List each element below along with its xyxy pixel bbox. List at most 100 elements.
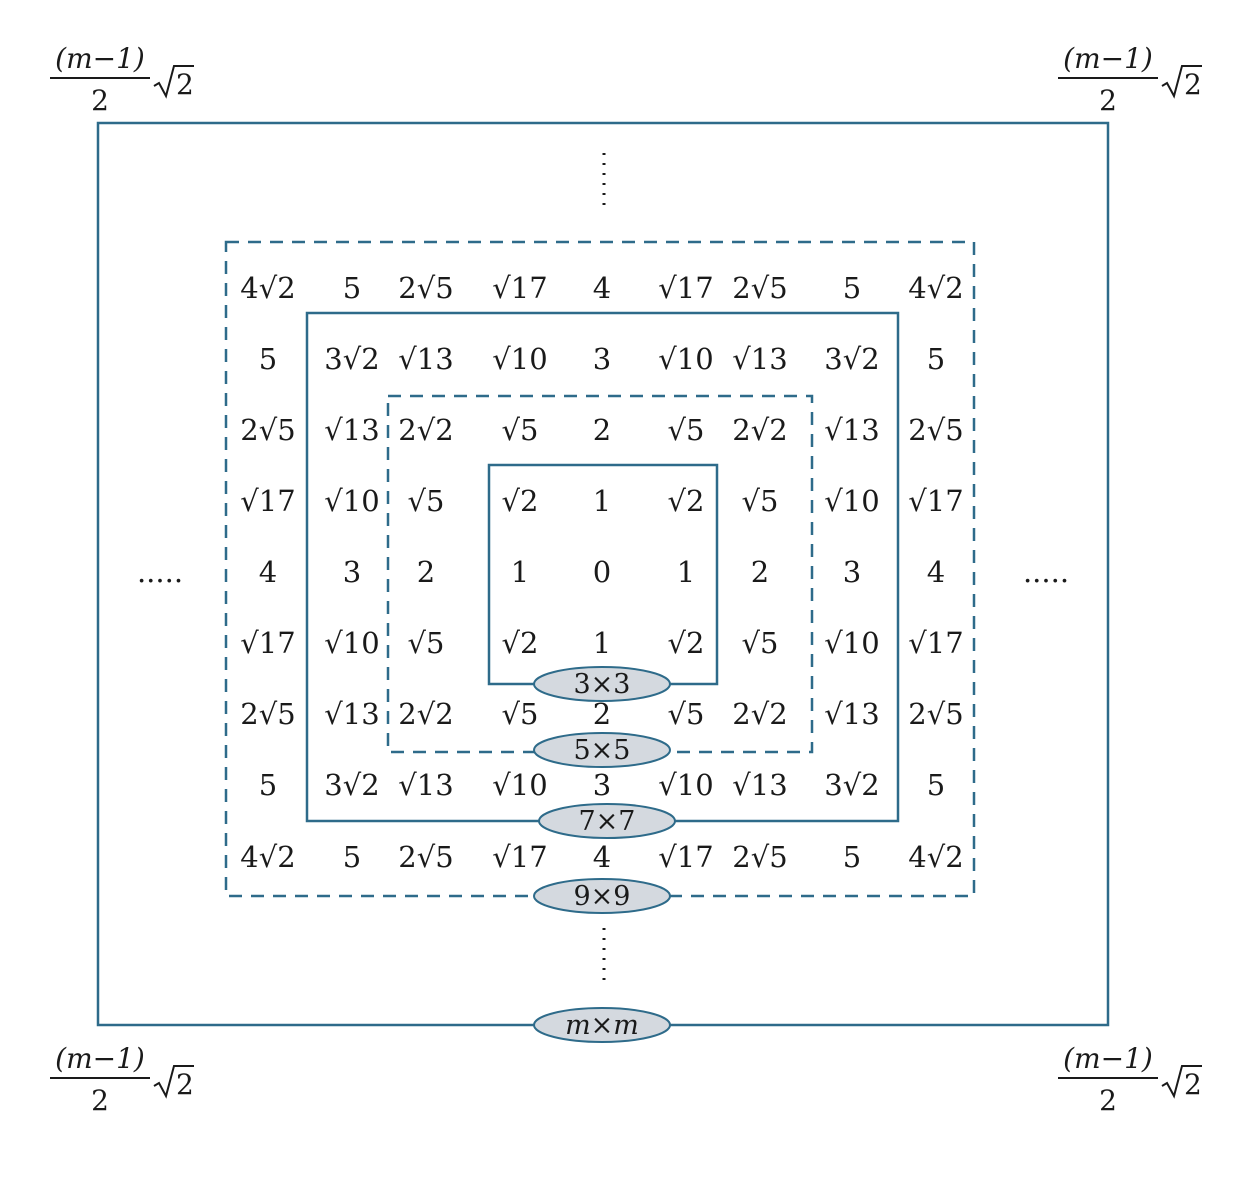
- layer-labels: 3×3 5×5 7×7 9×9 m×m: [533, 666, 676, 1043]
- grid-cell: √10: [824, 626, 879, 660]
- label-3x3: 3×3: [574, 669, 631, 700]
- grid-cell: √10: [824, 484, 879, 518]
- grid-cell: √17: [908, 484, 963, 518]
- grid-cell: 5: [927, 768, 945, 802]
- grid-cell: √5: [502, 413, 539, 447]
- label-5x5: 5×5: [574, 735, 631, 766]
- corner-denominator: 2: [1099, 1084, 1117, 1117]
- grid-cell: 2√5: [732, 840, 787, 874]
- grid-cell: √10: [492, 768, 547, 802]
- corner-denominator: 2: [1099, 84, 1117, 117]
- grid-cell: √17: [908, 626, 963, 660]
- corner-labels: (m−1) 2 2 (m−1) 2 2 (m−1) 2 2 (m−1) 2 2: [50, 42, 1202, 1117]
- distance-grid: 4√2 5 2√5 √17 4 √17 2√5 5 4√25 3√2 √13 √10 3 √10 √13 3√…: [240, 271, 963, 874]
- grid-cell: √13: [732, 768, 787, 802]
- grid-cell: √13: [398, 768, 453, 802]
- grid-cell: 4√2: [240, 840, 295, 874]
- corner-radicand: 2: [1184, 1068, 1202, 1101]
- grid-cell: √17: [658, 840, 713, 874]
- grid-cell: 3√2: [824, 768, 879, 802]
- grid-cell: 2√2: [398, 413, 453, 447]
- grid-cell: √2: [502, 484, 539, 518]
- horizontal-ellipsis-right: .....: [1023, 555, 1069, 589]
- grid-cell: 4√2: [908, 271, 963, 305]
- grid-cell: 5: [343, 271, 361, 305]
- grid-cell: √13: [324, 697, 379, 731]
- corner-label-top-right: (m−1) 2 2: [1058, 42, 1202, 117]
- corner-numerator: (m−1): [1063, 1042, 1153, 1075]
- label-3x3-badge: [533, 666, 671, 702]
- corner-denominator: 2: [91, 1084, 109, 1117]
- grid-cell: 3: [843, 555, 861, 589]
- grid-cell: 1: [511, 555, 529, 589]
- grid-cell: √5: [408, 626, 445, 660]
- grid-cell: 2: [751, 555, 769, 589]
- label-mxm-badge: [533, 1007, 671, 1043]
- grid-cell: √5: [742, 626, 779, 660]
- grid-cell: 4√2: [240, 271, 295, 305]
- grid-cell: √5: [668, 413, 705, 447]
- corner-numerator: (m−1): [55, 42, 145, 75]
- grid-cell: 4: [927, 555, 945, 589]
- grid-cell: 4: [259, 555, 277, 589]
- grid-cell: √10: [324, 626, 379, 660]
- grid-cell: √2: [502, 626, 539, 660]
- grid-cell: 4√2: [908, 840, 963, 874]
- corner-radicand: 2: [176, 1068, 194, 1101]
- grid-cell: 3: [343, 555, 361, 589]
- frame-9-by-9: [224, 240, 976, 898]
- corner-denominator: 2: [91, 84, 109, 117]
- sqrt-icon: [1161, 1065, 1202, 1099]
- label-mxm: m×m: [565, 1010, 639, 1041]
- grid-cell: 2√5: [398, 271, 453, 305]
- grid-cell: 5: [343, 840, 361, 874]
- sqrt-icon: [153, 65, 194, 99]
- corner-numerator: (m−1): [1063, 42, 1153, 75]
- corner-numerator: (m−1): [55, 1042, 145, 1075]
- grid-cell: √10: [324, 484, 379, 518]
- label-7x7: 7×7: [579, 806, 636, 837]
- grid-cell: √2: [668, 484, 705, 518]
- grid-cell: √13: [732, 342, 787, 376]
- corner-label-bottom-right: (m−1) 2 2: [1058, 1042, 1202, 1117]
- sqrt-icon: [1161, 65, 1202, 99]
- grid-cell: 2√5: [908, 413, 963, 447]
- grid-cell: 5: [259, 342, 277, 376]
- grid-cell: 2√5: [908, 697, 963, 731]
- grid-cell: 5: [259, 768, 277, 802]
- grid-cell: 2√5: [398, 840, 453, 874]
- grid-cell: 3: [593, 342, 611, 376]
- grid-cell: √17: [658, 271, 713, 305]
- grid-cell: 5: [843, 271, 861, 305]
- grid-cell: √17: [240, 484, 295, 518]
- grid-cell: √10: [658, 768, 713, 802]
- grid-cell: 5: [843, 840, 861, 874]
- grid-cell: 2√5: [240, 413, 295, 447]
- grid-cell: 2√2: [732, 697, 787, 731]
- label-9x9: 9×9: [574, 881, 631, 912]
- grid-cell: 3√2: [324, 768, 379, 802]
- grid-cell: 1: [593, 484, 611, 518]
- grid-cell: 4: [593, 271, 611, 305]
- grid-cell: √13: [824, 697, 879, 731]
- corner-radicand: 2: [1184, 68, 1202, 101]
- grid-cell: 2√5: [732, 271, 787, 305]
- grid-cell: 0: [593, 555, 611, 589]
- grid-cell: 1: [677, 555, 695, 589]
- grid-cell: 2: [593, 413, 611, 447]
- grid-cell: √13: [324, 413, 379, 447]
- grid-cell: 2: [593, 697, 611, 731]
- grid-cell: √2: [668, 626, 705, 660]
- grid-cell: 3: [593, 768, 611, 802]
- corner-label-bottom-left: (m−1) 2 2: [50, 1042, 194, 1117]
- grid-cell: 2√2: [732, 413, 787, 447]
- grid-cell: √17: [240, 626, 295, 660]
- grid-cell: √5: [742, 484, 779, 518]
- grid-cell: 3√2: [824, 342, 879, 376]
- grid-cell: √10: [658, 342, 713, 376]
- grid-cell: 2√5: [240, 697, 295, 731]
- grid-cell: 4: [593, 840, 611, 874]
- label-7x7-badge: [538, 803, 676, 839]
- grid-cell: 3√2: [324, 342, 379, 376]
